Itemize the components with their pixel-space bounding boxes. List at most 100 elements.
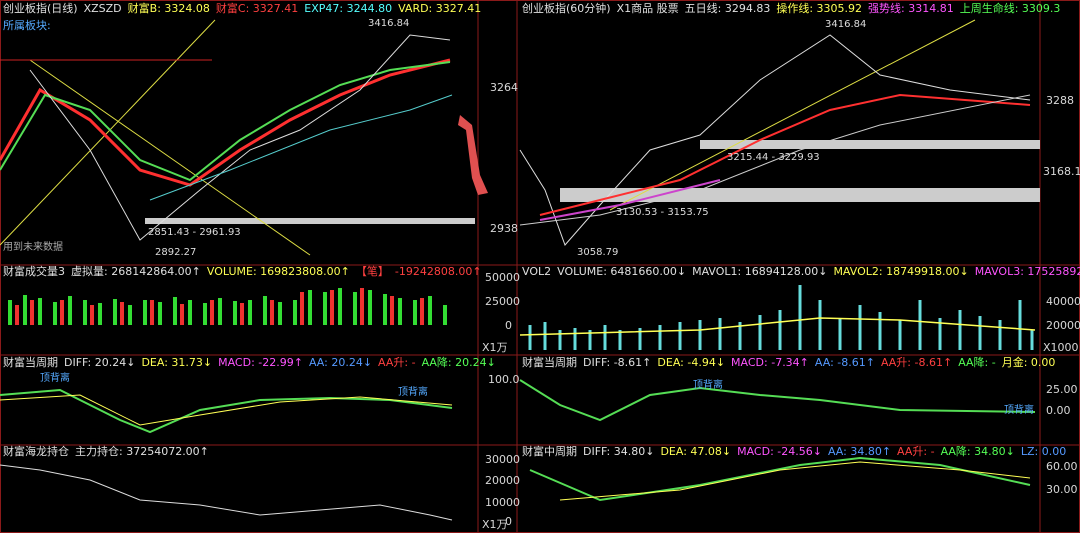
header-item: 财富B: 3324.08 (128, 1, 210, 15)
header-item: 强势线: 3314.81 (868, 1, 954, 15)
annotation: 顶背离 (1004, 403, 1034, 416)
annotation: 2851.43 - 2961.93 (148, 227, 241, 238)
header-item: AA降: 34.80↓ (941, 444, 1015, 458)
left-price-drawing (0, 19, 488, 256)
header-item: 【笔】 (356, 264, 389, 278)
ma-line (519, 94, 1031, 226)
annotation: 3058.79 (577, 247, 618, 258)
axis-label: X1000 (1043, 341, 1079, 354)
header-item: DEA: -4.94↓ (657, 356, 725, 369)
axis-label: 50000 (485, 271, 520, 284)
axis-label: 0.00 (1046, 404, 1071, 417)
axis-label: 3264 (490, 81, 518, 94)
macd-drawing (0, 379, 1036, 521)
header-item: 虚拟量: 268142864.00↑ (71, 264, 201, 278)
axis-label: 3168.1 (1043, 165, 1080, 178)
axis-label: 30.00 (1046, 483, 1078, 496)
zone-bar (700, 140, 1040, 149)
header-item: DIFF: 34.80↓ (583, 445, 654, 458)
header-item: AA升: - (378, 356, 416, 369)
axis-label: 20000 (1046, 319, 1080, 332)
header-item: MAVOL1: 16894128.00↓ (692, 265, 827, 278)
header-item: 财富成交量3 (3, 264, 65, 278)
diff-line (529, 456, 1031, 502)
header-item: MACD: -7.34↑ (731, 356, 809, 369)
sector-label: 所属板块: (3, 18, 51, 32)
axis-label: 0 (505, 515, 512, 528)
axis-label: 60.00 (1046, 460, 1078, 473)
annotation: 3416.84 (368, 18, 409, 29)
header-item: LZ: 0.00 (1021, 445, 1066, 458)
ma-line (0, 61, 451, 182)
ma-line (539, 179, 721, 221)
diff-line (0, 388, 453, 434)
axis-label: X1万 (482, 341, 508, 354)
header-item: MACD: -24.56↓ (737, 445, 822, 458)
dea-line (559, 461, 1031, 501)
header-item: 财富海龙持仓 (3, 444, 69, 458)
header-item: VOLUME: 169823808.00↑ (207, 265, 350, 278)
axis-label: 40000 (1046, 295, 1080, 308)
header-item: VOL2 (522, 265, 551, 278)
volume-bars (15, 288, 424, 325)
trend-line (0, 19, 216, 246)
header-item: AA降: - (958, 355, 996, 369)
dea-line (0, 394, 453, 426)
header-item: MACD: -22.99↑ (218, 356, 303, 369)
axis-label: 2938 (490, 222, 518, 235)
headers: 创业板指(日线) XZSZD 财富B: 3324.08 财富C: 3327.41 EXP… (3, 1, 1080, 458)
arrow (458, 115, 488, 195)
header-item: MAVOL2: 18749918.00↓ (833, 265, 968, 278)
header-item: AA: -8.61↑ (815, 356, 875, 369)
axis-label: 3288 (1046, 94, 1074, 107)
header-item: DIFF: -8.61↑ (583, 356, 651, 369)
annotation: 3215.44 - 3229.93 (727, 152, 820, 163)
ma-line (0, 58, 451, 187)
header-item: AA: 34.80↑ (828, 445, 891, 458)
header-item: 财富当周期 (3, 355, 58, 369)
header-item: 月金: 0.00 (1002, 355, 1056, 369)
holding-line (0, 464, 453, 521)
header-item: 上周生命线: 3309.3 (960, 1, 1061, 15)
annotation: 3130.53 - 3153.75 (616, 207, 709, 218)
ema-line (149, 94, 453, 201)
header-item: DEA: 31.73↓ (141, 356, 212, 369)
annotation: 顶背离 (398, 385, 428, 398)
annotation: 2892.27 (155, 247, 196, 258)
price-line (519, 34, 1031, 246)
annotation: 用到未来数据 (3, 240, 63, 253)
axis-label: 0 (505, 319, 512, 332)
header-item: 五日线: 3294.83 (685, 1, 771, 15)
header-item: DIFF: 20.24↓ (64, 356, 135, 369)
header-item: X1商品 股票 (617, 1, 679, 15)
zone-bar (145, 218, 475, 224)
header-item: -19242808.00↑ (395, 265, 482, 278)
header-item: 创业板指(60分钟) (522, 1, 611, 15)
header-item: 财富中周期 (522, 444, 577, 458)
right-price-drawing (519, 19, 1040, 246)
annotation: 顶背离 (693, 378, 723, 391)
axis-label: 25.00 (1046, 383, 1078, 396)
zone-bar (560, 188, 1040, 202)
header-item: AA升: -8.61↑ (881, 356, 952, 369)
annotation: 顶背离 (40, 371, 70, 384)
header-item: MAVOL3: 17525892.00↓ (975, 265, 1080, 278)
header-item: EXP47: 3244.80 (304, 2, 392, 15)
header-item: 财富C: 3327.41 (216, 1, 298, 15)
header-item: AA降: 20.24↓ (422, 355, 496, 369)
axis-label: 30000 (485, 453, 520, 466)
mavol-line (519, 317, 1036, 336)
axis-label: 25000 (485, 295, 520, 308)
header-item: AA升: - (897, 445, 935, 458)
header-item: DEA: 47.08↓ (660, 445, 731, 458)
header-item: 财富当周期 (522, 355, 577, 369)
volume-bars (528, 285, 1034, 350)
header-item: 主力持仓: 37254072.00↑ (75, 444, 209, 458)
header-item: 创业板指(日线) (3, 1, 78, 15)
price-line (29, 34, 451, 241)
axis-label: 100.0 (488, 373, 520, 386)
axis-label: 10000 (485, 496, 520, 509)
header-item: VARD: 3327.41 (398, 2, 481, 15)
